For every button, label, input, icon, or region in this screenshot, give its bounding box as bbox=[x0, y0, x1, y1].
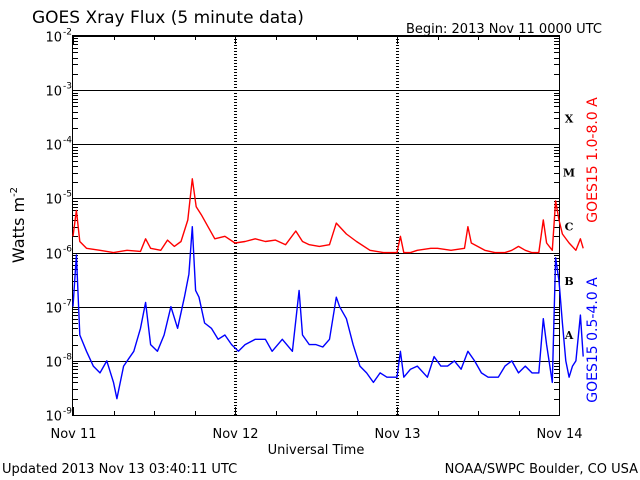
flare-class-label: B bbox=[564, 275, 573, 288]
legend-series-short: GOES15 0.5-4.0 A bbox=[585, 277, 601, 403]
y-tick-exponent: -6 bbox=[63, 245, 72, 255]
y-tick-exponent: -2 bbox=[63, 28, 72, 38]
svg-text:Watts m-2: Watts m-2 bbox=[9, 187, 28, 263]
y-tick-label: 10 bbox=[45, 193, 62, 208]
x-tick-label: Nov 14 bbox=[536, 427, 582, 442]
y-axis-title-exponent: -2 bbox=[9, 187, 20, 197]
x-tick-label: Nov 13 bbox=[374, 427, 420, 442]
y-tick-label: 10 bbox=[45, 356, 62, 371]
y-tick-label: 10 bbox=[45, 302, 62, 317]
y-tick-exponent: -3 bbox=[63, 82, 72, 92]
series-layer bbox=[72, 178, 584, 400]
y-axis-title: Watts m-2 bbox=[9, 187, 28, 263]
y-tick-exponent: -5 bbox=[63, 190, 72, 200]
y-tick-label: 10 bbox=[45, 139, 62, 154]
series-line-long-wavelength bbox=[72, 178, 584, 254]
y-tick-label: 10 bbox=[45, 85, 62, 100]
y-tick-exponent: -8 bbox=[63, 353, 72, 363]
flare-class-label: M bbox=[563, 167, 575, 180]
flare-class-labels: A B C M X bbox=[563, 112, 575, 342]
y-tick-label: 10 bbox=[45, 31, 62, 46]
x-axis-title: Universal Time bbox=[268, 443, 365, 458]
y-tick-exponent: -4 bbox=[63, 136, 72, 146]
legend-series-long: GOES15 1.0-8.0 A bbox=[585, 97, 601, 223]
x-axis-tick-labels: Nov 11 Nov 12 Nov 13 Nov 14 bbox=[50, 427, 582, 442]
updated-timestamp: Updated 2013 Nov 13 03:40:11 UTC bbox=[2, 462, 237, 477]
chart-title: GOES Xray Flux (5 minute data) bbox=[32, 8, 304, 28]
y-tick-label: 10 bbox=[45, 248, 62, 263]
y-tick-exponent: -9 bbox=[63, 407, 72, 417]
series-line-short-wavelength bbox=[72, 226, 584, 400]
y-tick-label: 10 bbox=[45, 410, 62, 425]
y-axis-title-text: Watts m bbox=[9, 197, 28, 263]
flare-class-label: A bbox=[564, 329, 574, 342]
credit-label: NOAA/SWPC Boulder, CO USA bbox=[445, 462, 638, 477]
x-tick-label: Nov 12 bbox=[212, 427, 258, 442]
flare-class-label: C bbox=[565, 221, 574, 234]
x-tick-label: Nov 11 bbox=[50, 427, 96, 442]
flare-class-label: X bbox=[565, 112, 574, 125]
grid-layer bbox=[73, 36, 560, 416]
plot-frame bbox=[72, 35, 560, 416]
begin-label: Begin: 2013 Nov 11 0000 UTC bbox=[406, 22, 602, 37]
y-axis-tick-labels: 10-910-810-710-610-510-410-310-2 bbox=[45, 28, 72, 425]
y-tick-exponent: -7 bbox=[63, 299, 72, 309]
